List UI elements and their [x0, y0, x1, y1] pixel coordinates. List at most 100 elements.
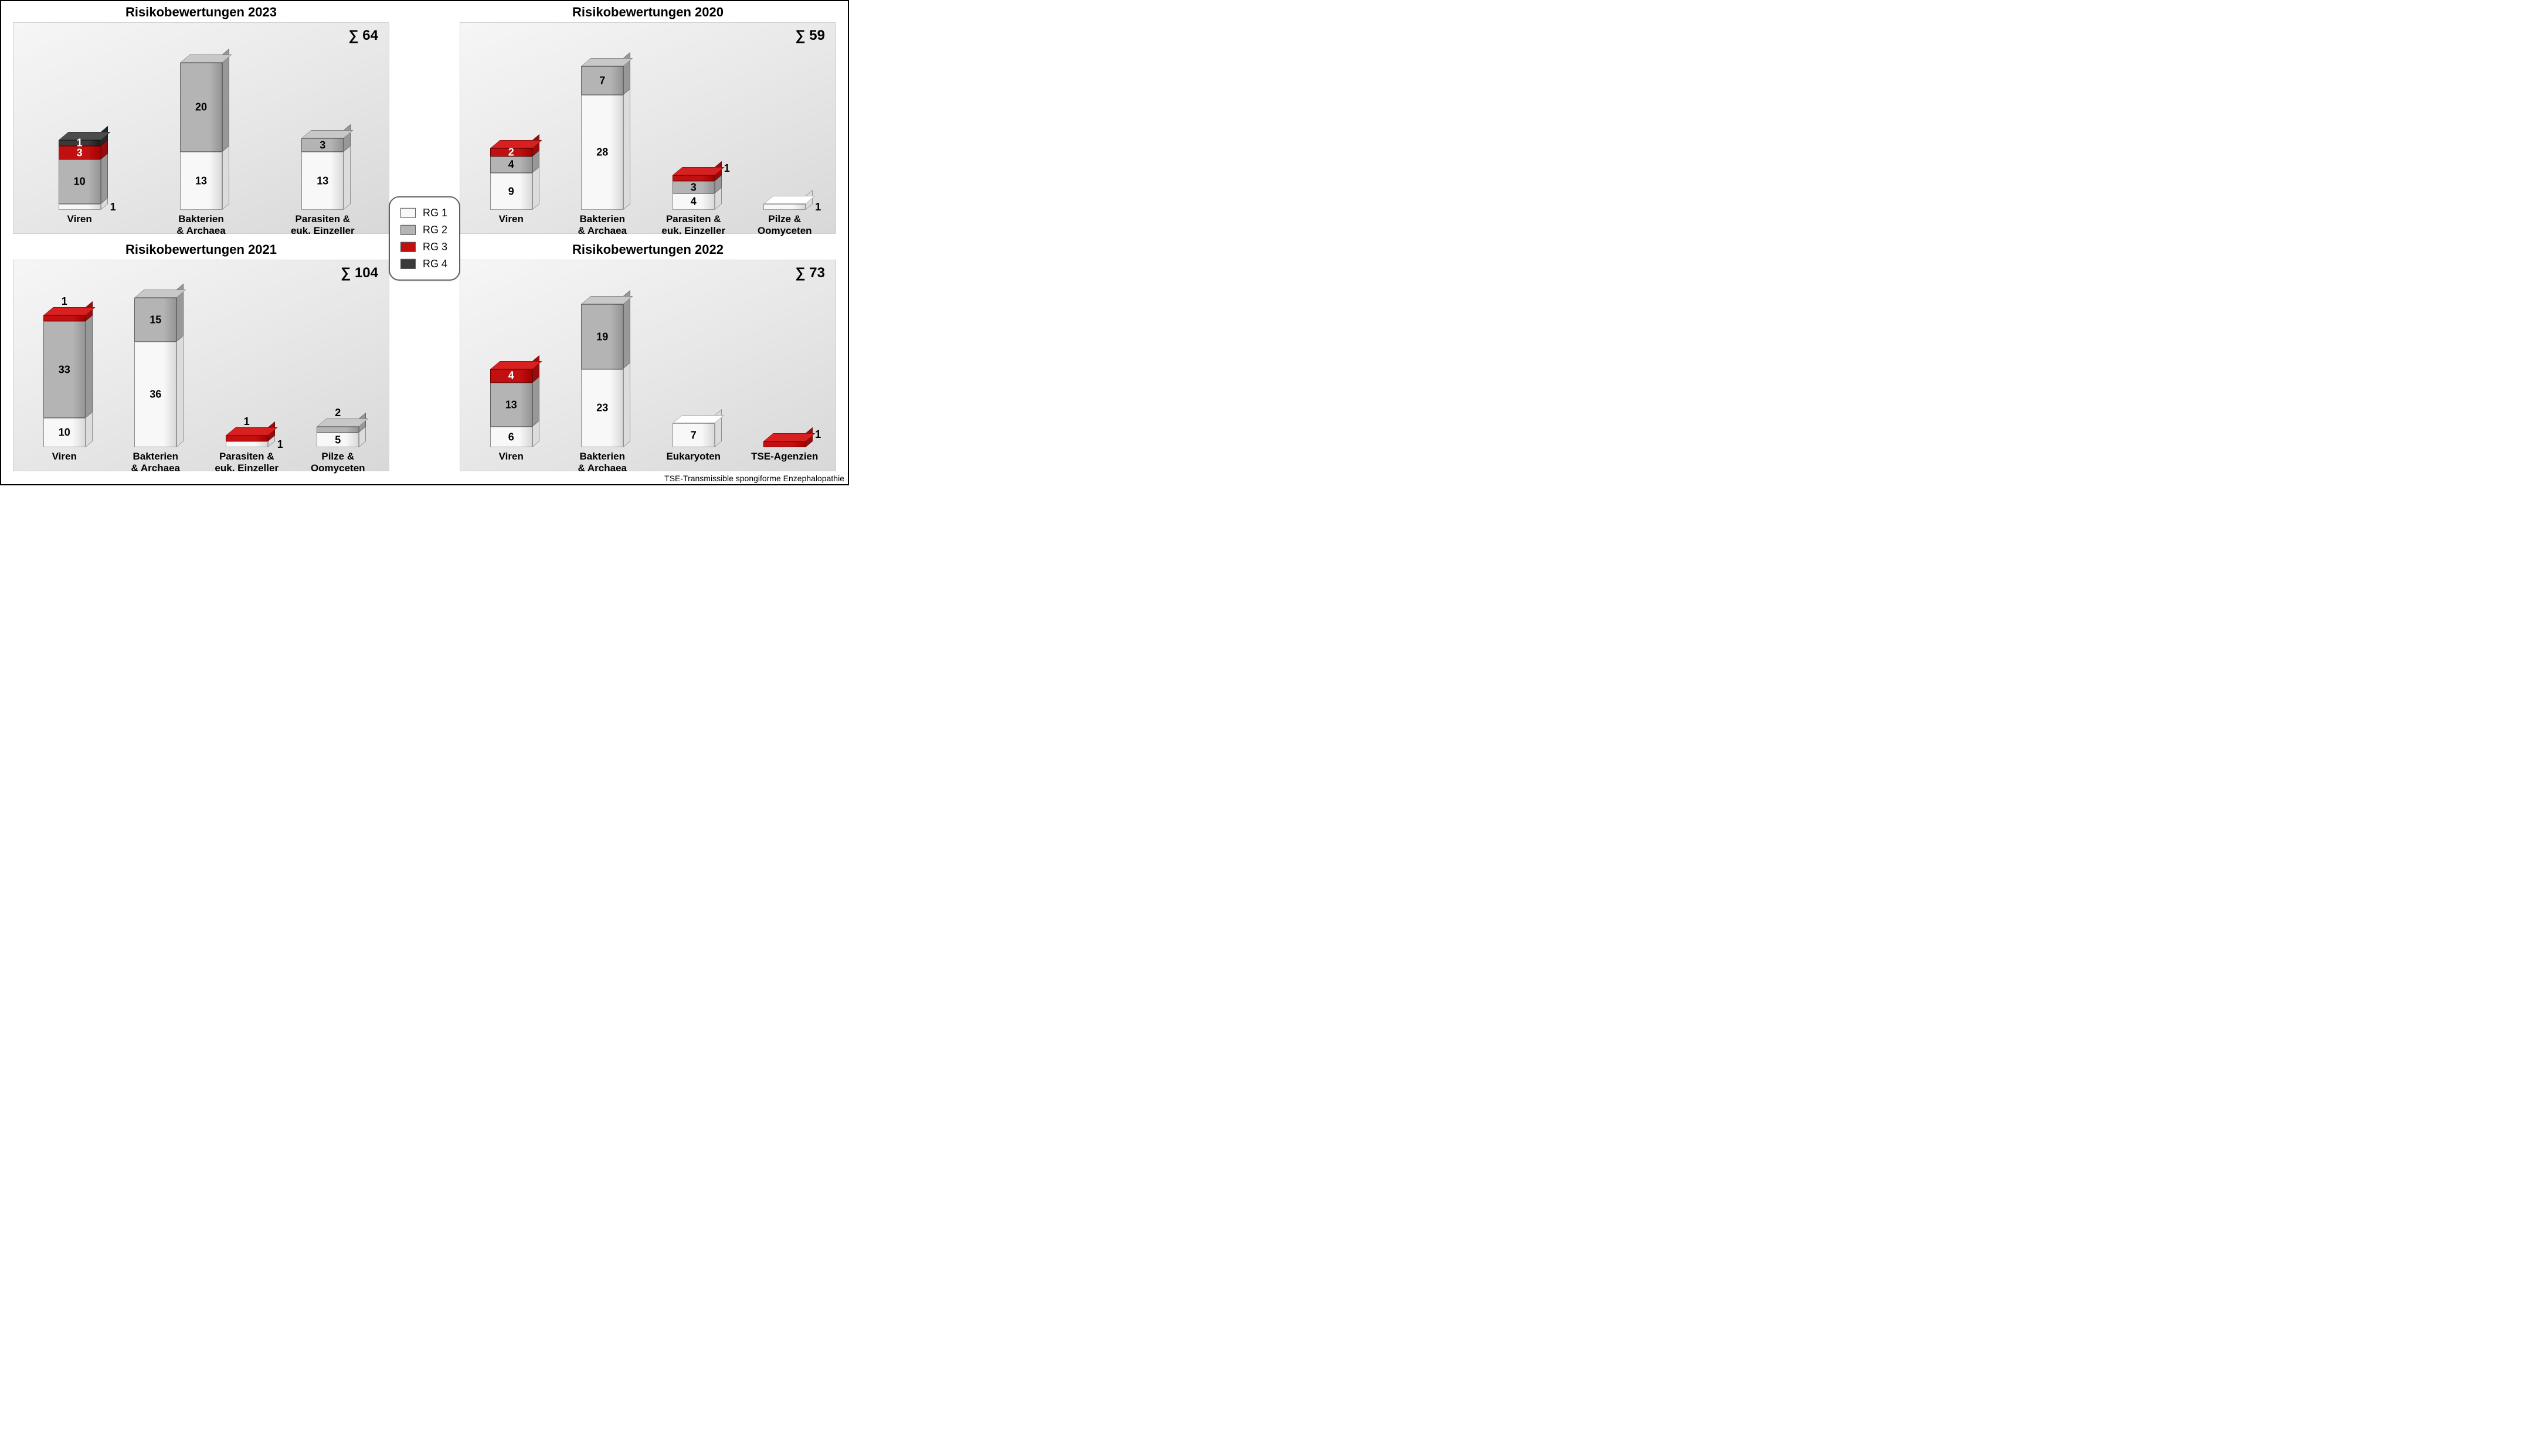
segment-value: 2: [335, 407, 341, 419]
chart-panel: Risikobewertungen 2023∑ 6411031Viren1320…: [13, 1, 389, 234]
bar-segment: 33: [43, 321, 86, 418]
chart-area: ∑ 736134Viren2319Bakterien& Archaea7Euka…: [460, 260, 836, 471]
legend-label: RG 2: [423, 224, 447, 236]
bar-segment: 4: [673, 193, 715, 210]
legend-swatch: [400, 242, 416, 252]
legend-row: RG 3: [400, 239, 447, 256]
bar-segment: 7: [673, 423, 715, 447]
stacked-bar: 942: [490, 148, 532, 210]
bar-segment: 4: [490, 369, 532, 383]
legend-swatch: [400, 225, 416, 235]
bar-segment: 2: [490, 148, 532, 157]
bar-segment: 15: [134, 298, 176, 342]
stacked-bar: 1: [763, 204, 806, 210]
bar-segment: 36: [134, 342, 176, 447]
bar-segment: 3: [673, 181, 715, 193]
chart-panel: Risikobewertungen 2021∑ 10410331Viren361…: [13, 239, 389, 471]
sum-label: ∑ 59: [796, 28, 825, 44]
footnote: TSE-Transmissible spongiforme Enzephalop…: [664, 474, 844, 483]
bar-segment: 1: [43, 315, 86, 321]
bar-group: 7Eukaryoten: [651, 423, 736, 447]
stacked-bar: 7: [673, 423, 715, 447]
chart-area: ∑ 59942Viren287Bakterien& Archaea431Para…: [460, 22, 836, 234]
segment-value: 1: [815, 428, 821, 441]
stacked-bar: 3615: [134, 298, 176, 447]
bar-segment: 13: [490, 383, 532, 427]
bar-segment: 6: [490, 427, 532, 447]
bar-group: 287Bakterien& Archaea: [560, 66, 646, 210]
bar-segment: 1: [673, 175, 715, 181]
segment-value: 1: [277, 438, 283, 451]
bar-group: 3615Bakterien& Archaea: [113, 298, 199, 447]
category-label: Viren: [464, 451, 558, 462]
bar-group: 52Pilze &Oomyceten: [296, 427, 381, 447]
bar-segment: 10: [59, 159, 101, 204]
stacked-bar: 287: [581, 66, 623, 210]
bar-group: 1320Bakterien& Archaea: [143, 63, 259, 210]
legend-label: RG 3: [423, 241, 447, 253]
segment-value: 1: [815, 201, 821, 213]
segment-value: 1: [244, 416, 250, 428]
sum-label: ∑ 73: [796, 265, 825, 281]
sum-label: ∑ 64: [349, 28, 378, 44]
panel-title: Risikobewertungen 2023: [13, 1, 389, 22]
category-label: Viren: [464, 213, 558, 225]
stacked-bar: 11: [226, 436, 268, 447]
bar-group: 10331Viren: [22, 315, 107, 447]
bar-segment: 20: [180, 63, 222, 152]
bar-segment: 3: [59, 146, 101, 159]
category-label: Parasiten &euk. Einzeller: [647, 213, 741, 236]
bars-container: 6134Viren2319Bakterien& Archaea7Eukaryot…: [468, 266, 827, 447]
stacked-bar: 52: [317, 427, 359, 447]
category-label: Bakterien& Archaea: [555, 451, 649, 474]
segment-value: 1: [724, 162, 730, 175]
bar-segment: 2: [317, 427, 359, 433]
chart-panel: Risikobewertungen 2020∑ 59942Viren287Bak…: [460, 1, 836, 234]
bars-container: 11031Viren1320Bakterien& Archaea133Paras…: [22, 29, 381, 210]
bar-segment: 1: [59, 204, 101, 210]
bar-segment: 9: [490, 173, 532, 210]
legend-row: RG 2: [400, 222, 447, 239]
bar-group: 1Pilze &Oomyceten: [742, 204, 828, 210]
legend: RG 1 RG 2 RG 3 RG 4: [389, 196, 460, 281]
category-label: TSE-Agenzien: [738, 451, 831, 462]
category-label: Bakterien& Archaea: [108, 451, 202, 474]
chart-area: ∑ 10410331Viren3615Bakterien& Archaea11P…: [13, 260, 389, 471]
legend-label: RG 1: [423, 207, 447, 219]
segment-value: 1: [62, 295, 67, 308]
bar-segment: 4: [490, 157, 532, 173]
bar-segment: 3: [301, 138, 344, 152]
bar-group: 431Parasiten &euk. Einzeller: [651, 175, 736, 210]
bar-segment: 28: [581, 95, 623, 210]
bar-segment: 19: [581, 304, 623, 369]
chart-area: ∑ 6411031Viren1320Bakterien& Archaea133P…: [13, 22, 389, 234]
stacked-bar: 11031: [59, 140, 101, 210]
bar-segment: 1: [226, 436, 268, 441]
bar-group: 6134Viren: [468, 369, 554, 447]
chart-panel: Risikobewertungen 2022∑ 736134Viren2319B…: [460, 239, 836, 471]
panel-title: Risikobewertungen 2021: [13, 239, 389, 260]
category-label: Viren: [33, 213, 127, 225]
bar-group: 11031Viren: [22, 140, 137, 210]
bar-segment: 7: [581, 66, 623, 95]
category-label: Bakterien& Archaea: [555, 213, 649, 236]
bar-segment: 1: [59, 140, 101, 146]
bar-segment: 13: [180, 152, 222, 210]
category-label: Viren: [18, 451, 111, 462]
category-label: Parasiten &euk. Einzeller: [276, 213, 369, 236]
bar-group: 942Viren: [468, 148, 554, 210]
stacked-bar: 6134: [490, 369, 532, 447]
stacked-bar: 431: [673, 175, 715, 210]
bar-group: 11Parasiten &euk. Einzeller: [204, 436, 290, 447]
bar-segment: 1: [763, 441, 806, 447]
bar-segment: 10: [43, 418, 86, 447]
bar-segment: 13: [301, 152, 344, 210]
stacked-bar: 133: [301, 138, 344, 210]
stacked-bar: 1: [763, 441, 806, 447]
category-label: Pilze &Oomyceten: [291, 451, 385, 474]
bars-container: 10331Viren3615Bakterien& Archaea 11Parasi…: [22, 266, 381, 447]
panel-title: Risikobewertungen 2022: [460, 239, 836, 260]
legend-swatch: [400, 208, 416, 218]
bars-container: 942Viren287Bakterien& Archaea431Parasite…: [468, 29, 827, 210]
legend-label: RG 4: [423, 258, 447, 270]
